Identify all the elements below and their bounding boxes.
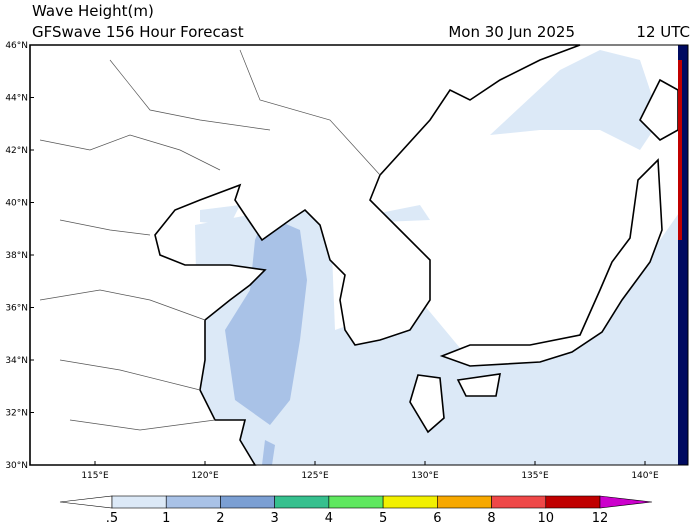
lat-label: 40°N xyxy=(5,199,28,209)
shikoku xyxy=(456,373,501,397)
sea-medium xyxy=(262,440,275,465)
title: Wave Height(m) xyxy=(32,2,154,20)
colorbar-label: 10 xyxy=(538,511,555,525)
colorbar-segment xyxy=(328,495,384,509)
lat-label: 44°N xyxy=(5,94,28,104)
colorbar-segment xyxy=(437,495,492,509)
sea-light xyxy=(200,205,240,225)
colorbar-label: .5 xyxy=(106,511,118,525)
edge-strip xyxy=(678,45,688,465)
lat-label: 32°N xyxy=(5,409,28,419)
colorbar-segment xyxy=(382,495,438,509)
colorbar-label: 5 xyxy=(379,511,387,525)
colorbar-label: 4 xyxy=(325,511,333,525)
lon-label: 115°E xyxy=(81,471,109,481)
colorbar-label: 2 xyxy=(216,511,224,525)
time: 12 UTC xyxy=(636,23,690,41)
colorbar-label: 6 xyxy=(433,511,441,525)
colorbar-over xyxy=(599,495,653,509)
lon-label: 120°E xyxy=(191,471,219,481)
lat-label: 34°N xyxy=(5,356,28,366)
kyushu xyxy=(409,374,445,434)
colorbar-label: 12 xyxy=(592,511,609,525)
lat-label: 38°N xyxy=(5,251,28,261)
sea-light xyxy=(195,200,688,465)
lon-label: 135°E xyxy=(521,471,549,481)
subtitle: GFSwave 156 Hour Forecast xyxy=(32,23,244,41)
colorbar-segment xyxy=(545,495,601,509)
map-area xyxy=(29,44,689,466)
lon-label: 130°E xyxy=(411,471,439,481)
colorbar-segment xyxy=(274,495,330,509)
colorbar-label: 1 xyxy=(162,511,170,525)
colorbar-segment xyxy=(220,495,275,509)
sea-medium xyxy=(225,215,307,425)
edge-strip-red xyxy=(678,60,682,240)
lat-label: 36°N xyxy=(5,304,28,314)
lat-label: 46°N xyxy=(5,41,28,51)
colorbar-segment xyxy=(491,495,547,509)
colorbar-label: 3 xyxy=(271,511,279,525)
lat-label: 42°N xyxy=(5,146,28,156)
mainland xyxy=(29,44,581,466)
sea-light xyxy=(490,50,660,150)
colorbar-label: 8 xyxy=(487,511,495,525)
colorbar-segment xyxy=(165,495,221,509)
lon-label: 125°E xyxy=(301,471,329,481)
honshu xyxy=(439,158,663,367)
colorbar-segment xyxy=(111,495,167,509)
lat-label: 30°N xyxy=(5,461,28,471)
province-borders xyxy=(39,49,381,431)
date: Mon 30 Jun 2025 xyxy=(448,23,575,41)
lon-label: 140°E xyxy=(631,471,659,481)
colorbar-under xyxy=(59,495,113,509)
